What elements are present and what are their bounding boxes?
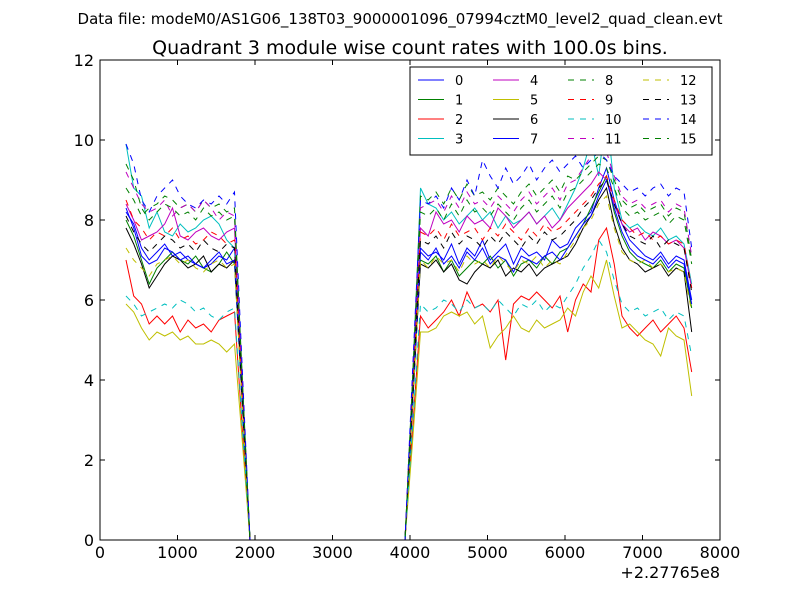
legend-label-2: 2 bbox=[455, 113, 463, 128]
x-offset-label: +2.27765e8 bbox=[620, 563, 720, 582]
legend-label-15: 15 bbox=[680, 133, 697, 148]
legend-label-11: 11 bbox=[605, 133, 622, 148]
ticks-layer: 0 1000 2000 3000 4000 5000 6000 7000 80000246810… bbox=[74, 51, 741, 562]
legend-label-8: 8 bbox=[605, 74, 613, 89]
x-tick-label: 6000 bbox=[545, 543, 586, 562]
y-tick-label: 4 bbox=[84, 371, 94, 390]
legend-label-9: 9 bbox=[605, 94, 613, 109]
x-tick-label: 4000 bbox=[390, 543, 431, 562]
legend-label-10: 10 bbox=[605, 113, 622, 128]
series-line-8 bbox=[125, 155, 693, 540]
x-tick-label: 2000 bbox=[235, 543, 276, 562]
y-tick-label: 12 bbox=[74, 51, 94, 70]
series-line-9 bbox=[125, 175, 693, 540]
legend-label-4: 4 bbox=[530, 74, 538, 89]
x-tick-label: 0 bbox=[95, 543, 105, 562]
legend-label-13: 13 bbox=[680, 94, 697, 109]
legend-label-1: 1 bbox=[455, 94, 463, 109]
x-tick-label: 1000 bbox=[157, 543, 198, 562]
x-tick-label: 5000 bbox=[467, 543, 508, 562]
legend-label-14: 14 bbox=[680, 113, 697, 128]
legend-label-0: 0 bbox=[455, 74, 463, 89]
y-tick-label: 0 bbox=[84, 531, 94, 550]
y-tick-label: 6 bbox=[84, 291, 94, 310]
plot-frame bbox=[99, 59, 721, 541]
y-tick-label: 10 bbox=[74, 131, 94, 150]
series-line-12 bbox=[125, 195, 693, 540]
legend-box bbox=[409, 66, 713, 156]
legend-label-12: 12 bbox=[680, 74, 697, 89]
y-tick-label: 2 bbox=[84, 451, 94, 470]
legend-label-7: 7 bbox=[530, 133, 538, 148]
legend-label-6: 6 bbox=[530, 113, 538, 128]
y-tick-label: 8 bbox=[84, 211, 94, 230]
series-line-15 bbox=[125, 163, 693, 540]
x-tick-label: 8000 bbox=[700, 543, 741, 562]
legend-label-5: 5 bbox=[530, 94, 538, 109]
chart-suptitle: Data file: modeM0/AS1G06_138T03_90000010… bbox=[78, 10, 723, 29]
legend-label-3: 3 bbox=[455, 133, 463, 148]
x-tick-label: 7000 bbox=[622, 543, 663, 562]
series-line-5 bbox=[125, 259, 693, 540]
chart-title: Quadrant 3 module wise count rates with … bbox=[152, 37, 668, 59]
series-line-10 bbox=[125, 238, 693, 540]
x-tick-label: 3000 bbox=[312, 543, 353, 562]
